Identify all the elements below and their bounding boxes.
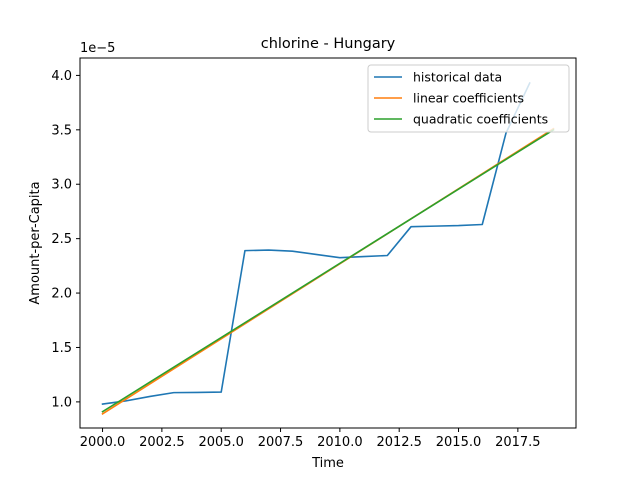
x-tick-label: 2005.0 [198, 435, 244, 450]
legend-label-linear-coefficients: linear coefficients [413, 91, 524, 106]
legend: historical data linear coefficients quadra… [367, 64, 570, 133]
x-tick-label: 2012.5 [376, 435, 422, 450]
y-tick-label: 1.0 [51, 395, 72, 410]
chart-title: chlorine - Hungary [261, 36, 396, 52]
y-tick-label: 3.5 [51, 123, 72, 138]
y-tick-label: 2.5 [51, 232, 72, 247]
x-tick-label: 2010.0 [317, 435, 363, 450]
x-tick-label: 2015.0 [436, 435, 482, 450]
plot-frame [79, 57, 577, 429]
series-line-historical-data [101, 81, 531, 405]
x-axis: 2000.0 2002.5 2005.0 2007.5 2010.0 2012.5 2015… [80, 428, 541, 450]
y-axis-label: Amount-per-Capita [28, 181, 43, 304]
x-axis-label: Time [311, 456, 344, 471]
y-tick-label: 1.5 [51, 341, 72, 356]
x-tick-label: 2017.5 [495, 435, 541, 450]
y-offset-text: 1e−5 [80, 41, 115, 56]
x-tick-label: 2007.5 [258, 435, 304, 450]
y-tick-label: 3.0 [51, 178, 72, 193]
legend-label-quadratic-coefficients: quadratic coefficients [413, 112, 548, 127]
series-line-quadratic-coefficients [101, 128, 555, 413]
plot-series [101, 81, 555, 415]
legend-label-historical-data: historical data [413, 70, 502, 85]
y-tick-label: 2.0 [51, 287, 72, 302]
x-tick-label: 2000.0 [80, 435, 126, 450]
y-axis: 1.0 1.5 2.0 2.5 3.0 3.5 4.0 [51, 69, 80, 410]
y-tick-label: 4.0 [51, 69, 72, 84]
x-tick-label: 2002.5 [139, 435, 185, 450]
legend-box [367, 64, 570, 133]
